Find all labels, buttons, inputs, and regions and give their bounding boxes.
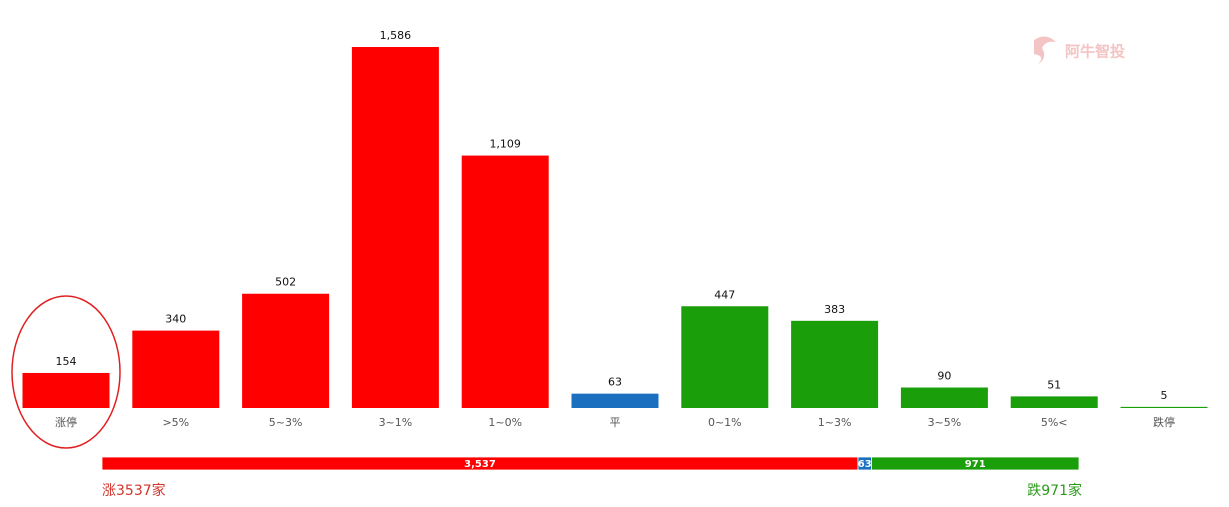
bar — [571, 393, 659, 408]
watermark: 阿牛智投 — [1065, 43, 1125, 61]
value-label: 340 — [165, 313, 186, 326]
bar — [900, 387, 988, 408]
watermark-logo — [1034, 36, 1056, 64]
value-label: 90 — [937, 370, 951, 383]
summary-label: 63 — [858, 459, 872, 470]
value-label: 154 — [56, 355, 77, 368]
value-label: 447 — [714, 288, 735, 301]
category-label: 3~5% — [928, 416, 962, 429]
value-label: 51 — [1047, 378, 1061, 391]
category-label: 1~0% — [488, 416, 522, 429]
bar — [461, 155, 549, 408]
value-label: 5 — [1161, 389, 1168, 402]
value-label: 1,586 — [380, 29, 412, 42]
category-label: 3~1% — [379, 416, 413, 429]
category-label: 0~1% — [708, 416, 742, 429]
category-label: 1~3% — [818, 416, 852, 429]
bar — [242, 293, 330, 408]
value-label: 1,109 — [489, 138, 521, 151]
value-label: 502 — [275, 276, 296, 289]
summary-label: 971 — [965, 459, 986, 470]
fall-label: 跌971家 — [1027, 482, 1082, 499]
bar — [132, 330, 220, 408]
bar — [22, 372, 110, 408]
bar — [1120, 406, 1208, 408]
value-label: 63 — [608, 376, 622, 389]
bar — [681, 306, 769, 408]
category-label: 跌停 — [1153, 415, 1175, 429]
category-label: 涨停 — [55, 415, 77, 429]
summary-segment — [871, 456, 1080, 471]
bar — [351, 47, 439, 408]
category-label: 5~3% — [269, 416, 303, 429]
value-label: 383 — [824, 303, 845, 316]
category-label: 平 — [610, 416, 621, 429]
rise-label: 涨3537家 — [102, 482, 166, 499]
category-label: 5%< — [1041, 416, 1068, 429]
highlight-circle — [11, 295, 121, 449]
category-label: >5% — [162, 416, 189, 429]
bar — [791, 320, 879, 408]
bar — [1010, 396, 1098, 408]
summary-label: 3,537 — [464, 459, 496, 470]
